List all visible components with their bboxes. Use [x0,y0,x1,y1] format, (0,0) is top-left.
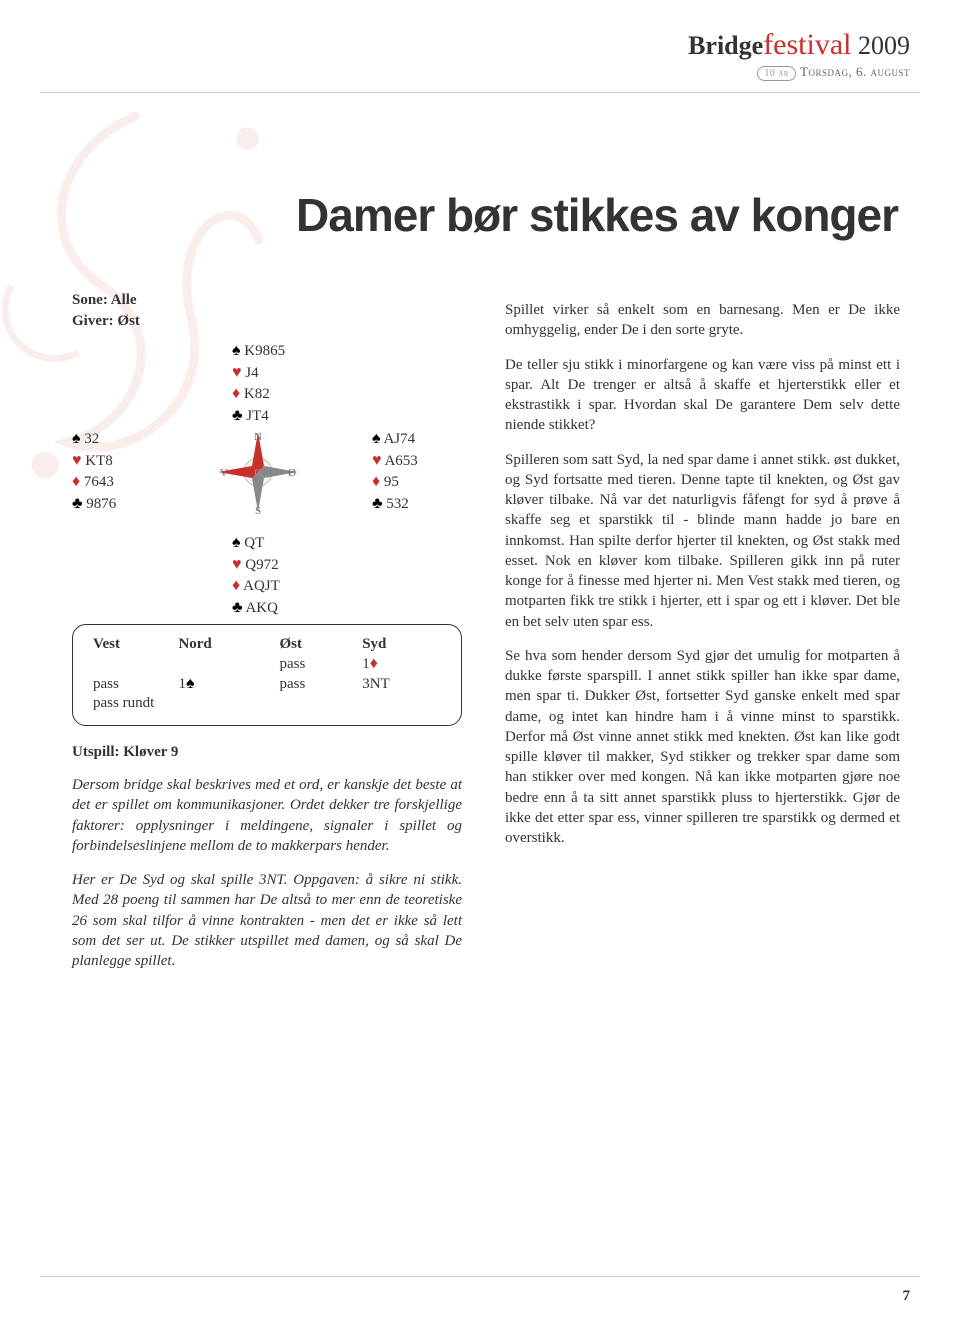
bid-cell: 1♦ [358,654,445,674]
dateline: 10 år Torsdag, 6. august [688,64,910,81]
bid-cell: pass [275,654,358,674]
west-hand: ♠ 32 ♥ KT8 ♦ 7643 ♣ 9876 [72,428,116,514]
bidding-row: pass 1♦ [89,654,445,674]
south-clubs: AKQ [245,600,278,616]
bid-cell: 3NT [358,674,445,694]
heart-icon: ♥ [232,556,242,573]
left-column: Sone: Alle Giver: Øst ♠ K9865 ♥ J4 ♦ K82… [72,290,462,985]
svg-text:S: S [255,505,261,516]
svg-text:Ø: Ø [288,467,296,479]
north-diamonds: K82 [244,386,270,402]
south-hearts: Q972 [245,557,278,573]
bid-cell [174,654,275,674]
festival-word: festival [763,28,851,61]
body-paragraph: De teller sju stikk i minorfargene og ka… [505,355,900,436]
east-spades: AJ74 [383,431,415,447]
zone-label: Sone: Alle [72,290,462,311]
north-hearts: J4 [245,365,258,381]
north-spades: K9865 [244,343,285,359]
bid-cell: pass [89,674,174,694]
bidding-header: Vest [89,635,174,654]
bidding-header: Nord [174,635,275,654]
date-text: Torsdag, 6. august [800,64,910,79]
compass-icon: N S V Ø G [214,428,302,516]
diamond-icon: ♦ [372,473,380,490]
deal-conditions: Sone: Alle Giver: Øst [72,290,462,332]
year: 2009 [858,31,910,60]
heart-icon: ♥ [372,452,382,469]
spade-icon: ♠ [372,430,381,447]
bidding-table: Vest Nord Øst Syd pass 1♦ pass 1♠ pass 3… [89,635,445,713]
svg-text:N: N [254,431,262,443]
bid-cell [89,654,174,674]
west-clubs: 9876 [86,496,116,512]
south-spades: QT [244,535,264,551]
east-clubs: 532 [386,496,409,512]
north-hand: ♠ K9865 ♥ J4 ♦ K82 ♣ JT4 [232,340,285,426]
east-hand: ♠ AJ74 ♥ A653 ♦ 95 ♣ 532 [372,428,418,514]
footer-rule [40,1276,920,1277]
diamond-icon: ♦ [232,385,240,402]
club-icon: ♣ [72,495,83,512]
body-paragraph: Spilleren som satt Syd, la ned spar dame… [505,450,900,632]
opening-lead: Utspill: Kløver 9 [72,744,462,761]
svg-text:V: V [220,467,228,479]
header-rule [40,92,920,93]
intro-paragraph: Dersom bridge skal beskrives med et ord,… [72,775,462,856]
spade-icon: ♠ [72,430,81,447]
spade-icon: ♠ [232,342,241,359]
west-hearts: KT8 [85,453,113,469]
spade-icon: ♠ [232,534,241,551]
bid-cell: pass rundt [89,694,445,713]
page-header: Bridgefestival 2009 10 år Torsdag, 6. aug… [688,28,910,81]
page-number: 7 [903,1288,911,1305]
bid-cell: pass [275,674,358,694]
deal-diagram: ♠ K9865 ♥ J4 ♦ K82 ♣ JT4 ♠ 32 ♥ KT8 ♦ 76… [72,340,462,620]
south-hand: ♠ QT ♥ Q972 ♦ AQJT ♣ AKQ [232,532,280,618]
club-icon: ♣ [372,495,383,512]
heart-icon: ♥ [232,364,242,381]
article-title: Damer bør stikkes av konger [296,188,898,242]
bidding-header: Øst [275,635,358,654]
bidding-row: pass 1♠ pass 3NT [89,674,445,694]
diamond-icon: ♦ [232,577,240,594]
body-paragraph: Se hva som hender dersom Syd gjør det um… [505,646,900,849]
svg-text:G: G [254,468,261,479]
club-icon: ♣ [232,407,243,424]
anniversary-badge: 10 år [757,66,796,81]
heart-icon: ♥ [72,452,82,469]
north-clubs: JT4 [246,408,269,424]
dealer-label: Giver: Øst [72,311,462,332]
intro-paragraph: Her er De Syd og skal spille 3NT. Oppgav… [72,870,462,971]
bid-cell: 1♠ [174,674,275,694]
bidding-row: pass rundt [89,694,445,713]
brand-name: Bridge [688,31,763,60]
bidding-header: Syd [358,635,445,654]
south-diamonds: AQJT [243,578,280,594]
body-paragraph: Spillet virker så enkelt som en barnesan… [505,300,900,341]
right-column: Spillet virker så enkelt som en barnesan… [505,300,900,862]
publication-title: Bridgefestival 2009 [688,28,910,62]
club-icon: ♣ [232,599,243,616]
diamond-icon: ♦ [72,473,80,490]
bidding-sequence: Vest Nord Øst Syd pass 1♦ pass 1♠ pass 3… [72,624,462,726]
west-diamonds: 7643 [84,474,114,490]
bidding-header-row: Vest Nord Øst Syd [89,635,445,654]
west-spades: 32 [84,431,99,447]
east-diamonds: 95 [384,474,399,490]
east-hearts: A653 [384,453,417,469]
